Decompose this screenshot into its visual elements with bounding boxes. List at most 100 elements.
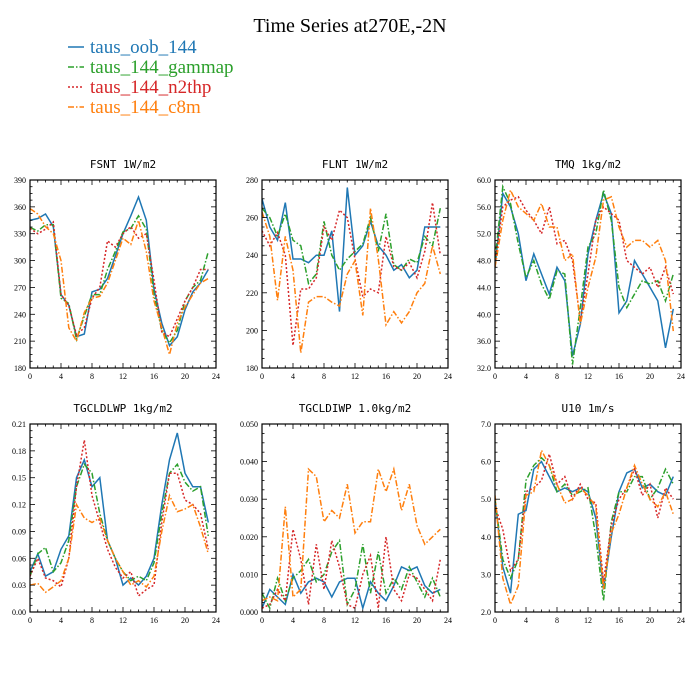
y-tick-label: 0.06 [12, 554, 26, 563]
x-tick-label: 4 [291, 372, 295, 381]
y-tick-label: 4.0 [481, 533, 491, 542]
y-tick-label: 0.040 [240, 458, 258, 467]
y-tick-label: 0.18 [12, 447, 26, 456]
y-tick-label: 360 [14, 203, 26, 212]
figure-title: Time Series at270E,-2N [253, 15, 446, 37]
y-tick-label: 390 [14, 176, 26, 185]
y-tick-label: 60.0 [477, 176, 491, 185]
x-tick-label: 24 [677, 616, 685, 625]
legend-entry: taus_oob_144 [90, 37, 197, 58]
x-tick-label: 0 [260, 616, 264, 625]
x-tick-label: 20 [646, 372, 654, 381]
y-tick-label: 7.0 [481, 420, 491, 429]
series-line-taus_144_gammap [262, 207, 442, 286]
y-tick-label: 0.03 [12, 581, 26, 590]
legend-entry: taus_144_n2thp [90, 77, 211, 98]
y-tick-label: 280 [246, 176, 258, 185]
series-group [495, 183, 675, 365]
x-tick-label: 0 [260, 372, 264, 381]
panel-title: TGCLDLWP 1kg/m2 [73, 402, 172, 415]
x-tick-label: 20 [413, 372, 421, 381]
x-tick-label: 20 [646, 616, 654, 625]
y-tick-label: 330 [14, 230, 26, 239]
y-tick-label: 260 [246, 214, 258, 223]
chart-panel: TGCLDLWP 1kg/m2 0 4 8 12 16 20 24 0.00 0.03 0.06 0.… [12, 402, 220, 625]
x-tick-label: 20 [181, 616, 189, 625]
x-tick-label: 8 [555, 372, 559, 381]
series-line-taus_144_c8m [30, 493, 210, 594]
series-line-taus_144_gammap [30, 214, 210, 345]
series-line-taus_oob_144 [262, 187, 441, 312]
x-tick-label: 24 [444, 616, 452, 625]
x-tick-label: 8 [555, 616, 559, 625]
series-line-taus_144_n2thp [262, 529, 442, 610]
legend-entry: taus_144_c8m [90, 97, 201, 118]
legend: taus_oob_144taus_144_gammaptaus_144_n2th… [68, 37, 234, 118]
x-tick-label: 0 [493, 616, 497, 625]
y-tick-label: 0.15 [12, 474, 26, 483]
panel-title: TMQ 1kg/m2 [555, 158, 621, 171]
x-tick-label: 0 [28, 372, 32, 381]
x-tick-label: 12 [119, 372, 127, 381]
x-tick-label: 8 [322, 616, 326, 625]
panel-title: FLNT 1W/m2 [322, 158, 388, 171]
y-tick-label: 44.0 [477, 283, 491, 292]
x-tick-label: 24 [444, 372, 452, 381]
series-line-taus_oob_144 [495, 460, 674, 594]
y-tick-label: 2.0 [481, 608, 491, 617]
series-line-taus_144_gammap [495, 183, 675, 365]
series-group [262, 466, 442, 612]
chart-panel: U10 1m/s 0 4 8 12 16 20 24 2.0 3.0 4.0 5.0 6.0 7.0 [481, 402, 685, 625]
plot-frame [29, 179, 217, 369]
y-tick-label: 3.0 [481, 570, 491, 579]
x-tick-label: 16 [382, 616, 390, 625]
y-tick-label: 36.0 [477, 337, 491, 346]
y-tick-label: 0.050 [240, 420, 258, 429]
x-tick-label: 12 [584, 616, 592, 625]
plot-frame [261, 179, 449, 369]
x-tick-label: 16 [615, 616, 623, 625]
series-group [262, 187, 442, 354]
series-line-taus_144_c8m [495, 448, 675, 607]
x-tick-label: 12 [351, 616, 359, 625]
series-line-taus_144_c8m [262, 208, 442, 354]
panel-title: U10 1m/s [562, 402, 615, 415]
y-tick-label: 32.0 [477, 364, 491, 373]
y-tick-label: 0.020 [240, 533, 258, 542]
y-tick-label: 0.030 [240, 495, 258, 504]
panel-title: TGCLDIWP 1.0kg/m2 [299, 402, 412, 415]
x-tick-label: 12 [119, 616, 127, 625]
y-tick-label: 52.0 [477, 230, 491, 239]
chart-panel: FLNT 1W/m2 0 4 8 12 16 20 24 180 200 220 240 260 280 [246, 158, 452, 381]
y-tick-label: 270 [14, 283, 26, 292]
x-tick-label: 16 [382, 372, 390, 381]
series-line-taus_144_n2thp [30, 220, 209, 338]
series-line-taus_oob_144 [262, 565, 441, 612]
series-line-taus_144_c8m [495, 187, 675, 332]
x-tick-label: 24 [212, 372, 220, 381]
series-line-taus_144_n2thp [30, 439, 210, 598]
series-line-taus_144_gammap [262, 538, 441, 611]
x-tick-label: 4 [291, 616, 295, 625]
y-tick-label: 56.0 [477, 203, 491, 212]
panel-title: FSNT 1W/m2 [90, 158, 156, 171]
y-tick-label: 180 [14, 364, 26, 373]
y-tick-label: 0.12 [12, 501, 26, 510]
x-tick-label: 20 [413, 616, 421, 625]
y-tick-label: 0.09 [12, 527, 26, 536]
y-tick-label: 48.0 [477, 257, 491, 266]
x-tick-label: 12 [584, 372, 592, 381]
x-tick-label: 4 [59, 372, 63, 381]
y-tick-label: 200 [246, 326, 258, 335]
series-group [495, 448, 675, 607]
x-tick-label: 0 [493, 372, 497, 381]
series-group [30, 432, 210, 598]
y-tick-label: 5.0 [481, 495, 491, 504]
series-line-taus_144_gammap [495, 456, 674, 601]
chart-panel: TMQ 1kg/m2 0 4 8 12 16 20 24 32.0 36.0 40.0 44.0 48.… [477, 158, 685, 381]
y-tick-label: 0.010 [240, 570, 258, 579]
series-line-taus_oob_144 [30, 194, 209, 348]
y-tick-label: 240 [246, 251, 258, 260]
x-tick-label: 16 [150, 616, 158, 625]
